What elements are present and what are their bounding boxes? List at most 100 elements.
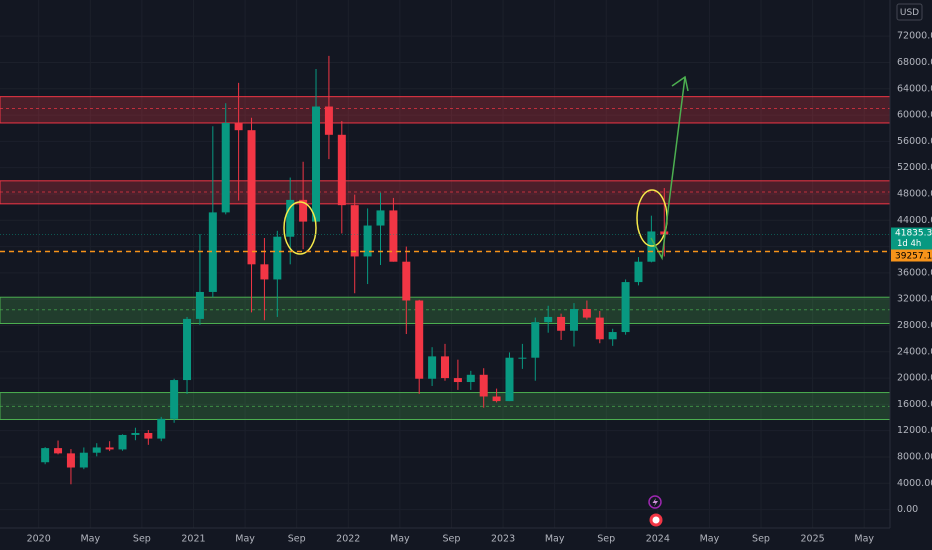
candle-body (531, 322, 540, 358)
candle-body (183, 318, 192, 381)
x-tick-label: May (235, 534, 255, 545)
candle-body (389, 210, 398, 262)
candle-body (312, 106, 321, 222)
candle-body (299, 199, 308, 222)
grid (0, 0, 890, 528)
candle-body (569, 309, 578, 331)
candle-body (170, 380, 179, 419)
candle-body (144, 432, 153, 439)
x-tick-label: Sep (133, 534, 151, 545)
y-tick-label: 16000.00 (897, 399, 932, 410)
candle-body (415, 300, 424, 379)
candle-body (221, 122, 230, 213)
candle-body (286, 199, 295, 237)
last-price-box (891, 227, 932, 250)
x-tick-label: Sep (442, 534, 460, 545)
y-tick-label: 44000.00 (897, 215, 932, 226)
candle-body (608, 332, 617, 340)
x-tick-label: May (545, 534, 565, 545)
x-tick-label: 2025 (801, 534, 825, 545)
arrow-head (671, 75, 689, 92)
candle-body (376, 210, 385, 226)
candle-body (557, 316, 566, 331)
y-tick-label: 60000.00 (897, 110, 932, 121)
x-tick-label: 2023 (491, 534, 515, 545)
candle-body (41, 448, 50, 463)
candle-body (505, 357, 514, 402)
x-tick-label: 2024 (646, 534, 670, 545)
candle-body (79, 452, 88, 468)
candle-body (479, 374, 488, 397)
y-tick-label: 64000.00 (897, 83, 932, 94)
y-tick-label: 32000.00 (897, 294, 932, 305)
candle-body (492, 396, 501, 402)
x-tick-label: Sep (752, 534, 770, 545)
y-tick-label: 4000.00 (897, 478, 932, 489)
candle-body (234, 122, 243, 131)
candle-body (363, 225, 372, 257)
y-tick-label: 56000.00 (897, 136, 932, 147)
x-tick-label: 2021 (181, 534, 205, 545)
zone (0, 96, 891, 124)
y-tick-label: 36000.00 (897, 267, 932, 278)
candle-body (92, 447, 101, 453)
x-tick-label: Sep (597, 534, 615, 545)
x-tick-label: May (700, 534, 720, 545)
candle-body (350, 205, 359, 257)
candle-body (441, 356, 449, 379)
price-axis (890, 0, 932, 550)
level-box (891, 249, 932, 262)
candle-body (208, 212, 217, 292)
x-tick-label: 2020 (27, 534, 51, 545)
x-tick-label: May (854, 534, 874, 545)
candle-body (428, 356, 437, 379)
overlay (0, 75, 890, 527)
candle-body (105, 447, 114, 450)
candle-body (273, 236, 282, 280)
x-tick-label: 2022 (336, 534, 360, 545)
y-tick-label: 12000.00 (897, 425, 932, 436)
candle-body (337, 134, 346, 206)
y-tick-label: 68000.00 (897, 57, 932, 68)
y-tick-label: 28000.00 (897, 320, 932, 331)
candle-body (595, 317, 604, 340)
flag-icon-inner (652, 516, 660, 524)
candle-body (157, 418, 166, 439)
x-tick-label: May (80, 534, 100, 545)
y-tick-label: 20000.00 (897, 373, 932, 384)
candle-body (453, 378, 462, 383)
currency-box[interactable] (896, 3, 923, 21)
projection-arrow (650, 76, 686, 261)
highlight-ellipse (283, 201, 317, 255)
last-price-label: 41835.39 (895, 229, 932, 239)
candle-body (66, 453, 75, 468)
y-tick-label: 8000.00 (897, 451, 932, 462)
y-tick-label: 52000.00 (897, 162, 932, 173)
candle-body (260, 264, 269, 280)
countdown-label: 1d 4h (897, 239, 921, 249)
y-tick-label: 24000.00 (897, 346, 932, 357)
currency[interactable]: USD (900, 8, 919, 18)
candle-body (54, 448, 63, 454)
y-tick-label: 48000.00 (897, 188, 932, 199)
candle-body (131, 432, 140, 435)
candle-body (544, 316, 553, 323)
candle-body (324, 106, 333, 135)
candle-body (621, 282, 630, 333)
candle-body (118, 434, 127, 450)
y-tick-label: 72000.00 (897, 31, 932, 42)
zone (0, 296, 891, 325)
level-label: 39257.18 (895, 252, 932, 262)
event-icon-bolt (652, 498, 658, 507)
candle-body (582, 309, 591, 318)
candle-body (195, 291, 204, 319)
candle-body (402, 261, 411, 301)
candle-body (634, 261, 643, 283)
axes: 0.00 4000.00 8000.00 12000.00 16000.00 20000.… (27, 31, 932, 545)
x-tick-label: May (390, 534, 410, 545)
candle-body (466, 374, 475, 383)
candle-body (518, 357, 527, 359)
y-tick-label: 0.00 (897, 504, 918, 515)
